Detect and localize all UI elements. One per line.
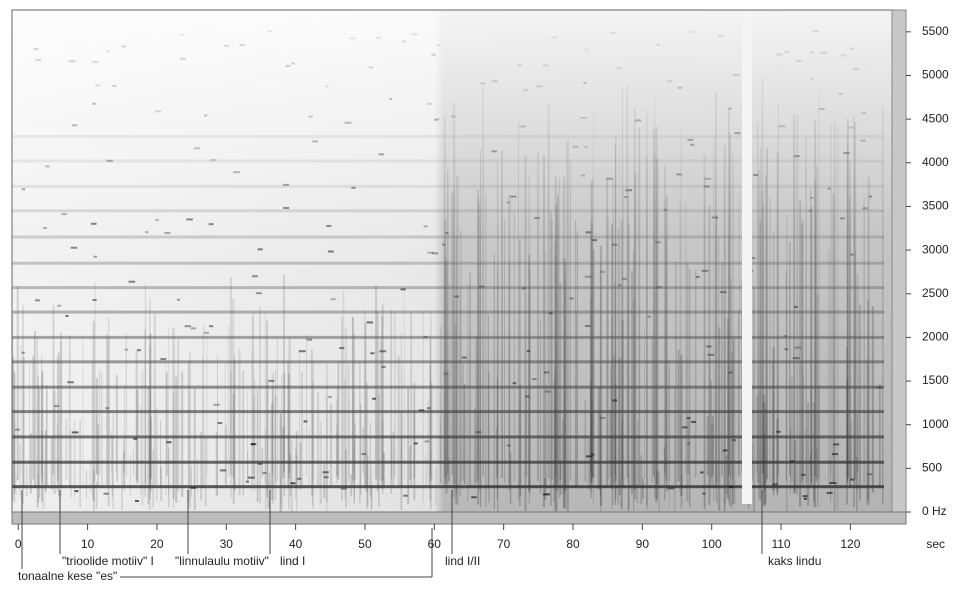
x-tick-label: 70	[497, 537, 511, 551]
x-tick-label: 120	[840, 537, 860, 551]
y-tick-label: 1000	[922, 417, 949, 431]
side-scale-strip	[892, 10, 906, 512]
y-tick-label: 3500	[922, 199, 949, 213]
y-tick-label: 500	[922, 461, 942, 475]
figure: sec tonaalne kese "es""trioolide motiiv"…	[0, 0, 954, 585]
x-tick-label: 30	[220, 537, 234, 551]
x-tick-label: 10	[81, 537, 95, 551]
x-tick-label: 40	[289, 537, 303, 551]
y-tick-label: 3000	[922, 242, 949, 256]
y-tick-label: 4500	[922, 111, 949, 125]
y-tick-label: 0 Hz	[922, 504, 947, 518]
y-tick-label: 2000	[922, 330, 949, 344]
x-tick-label: 90	[636, 537, 650, 551]
x-tick-label: 50	[358, 537, 372, 551]
x-axis-label: sec	[926, 537, 945, 551]
x-tick-label: 80	[566, 537, 580, 551]
y-tick-label: 5500	[922, 24, 949, 38]
annotation: lind I	[280, 554, 305, 568]
y-tick-label: 4000	[922, 155, 949, 169]
silence-gap	[742, 10, 752, 504]
time-scale-strip	[12, 512, 906, 524]
y-tick-label: 5000	[922, 68, 949, 82]
spectrogram-fade	[12, 10, 892, 512]
y-tick-label: 2500	[922, 286, 949, 300]
x-tick-label: 60	[428, 537, 442, 551]
y-tick-label: 1500	[922, 373, 949, 387]
annotation: kaks lindu	[768, 554, 821, 568]
x-tick-label: 100	[702, 537, 722, 551]
x-tick-label: 0	[15, 537, 22, 551]
annotation: lind I/II	[445, 554, 480, 568]
annotation: "linnulaulu motiiv"	[175, 554, 269, 568]
annotation: "trioolide motiiv" I	[62, 554, 154, 568]
x-tick-label: 20	[150, 537, 164, 551]
x-tick-label: 110	[771, 537, 790, 551]
annotation: tonaalne kese "es"	[18, 569, 117, 583]
